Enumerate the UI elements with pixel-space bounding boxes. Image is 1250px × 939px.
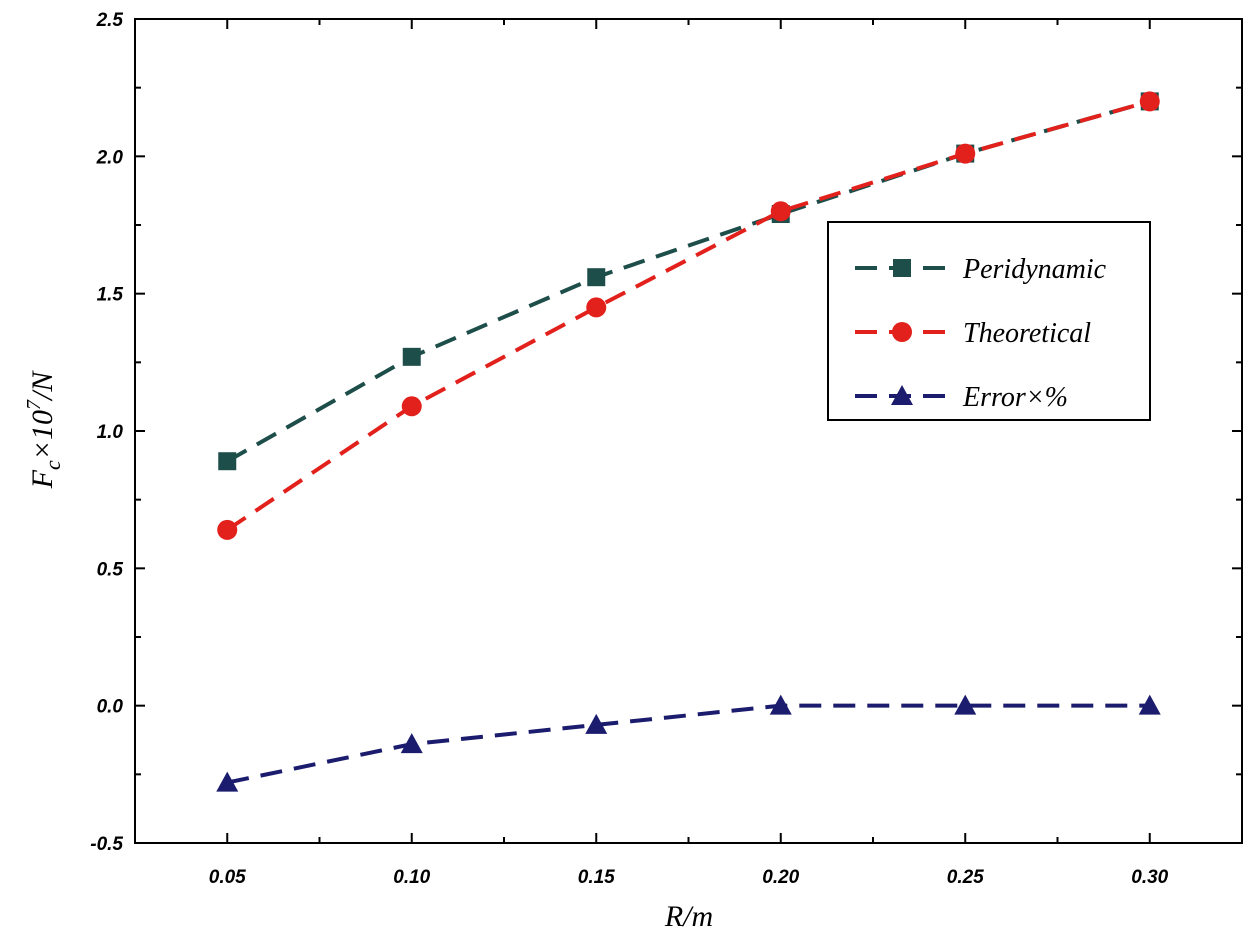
y-axis-title-unit: /N	[26, 370, 59, 402]
data-point	[217, 519, 238, 540]
y-axis-title-rest: ×10	[26, 410, 59, 460]
y-axis-title: Fc×107/N	[23, 370, 65, 490]
plot-frame	[134, 18, 1243, 844]
x-axis-title: R/m	[664, 900, 713, 933]
legend-marker	[891, 385, 913, 405]
y-tick-label: 0.5	[97, 559, 124, 580]
legend-item: Theoretical	[855, 318, 1091, 349]
legend-label: Peridynamic	[962, 254, 1107, 285]
legend-box	[827, 221, 1151, 421]
y-tick-label: 2.0	[96, 147, 124, 168]
data-point	[400, 733, 423, 754]
data-point	[586, 297, 607, 318]
y-tick-label: -0.5	[90, 834, 123, 855]
data-point	[1139, 91, 1160, 112]
series-error	[216, 694, 1161, 792]
legend-label: Theoretical	[963, 318, 1091, 349]
data-point	[401, 396, 422, 417]
x-tick-label: 0.25	[947, 867, 984, 888]
legend-item: Error×%	[855, 382, 1068, 413]
data-point	[955, 143, 976, 164]
data-point	[954, 694, 977, 715]
series-group	[216, 91, 1161, 792]
data-point	[587, 268, 606, 287]
y-axis-title-main: F	[26, 469, 59, 489]
legend-marker	[893, 259, 911, 277]
series-theoretical	[217, 91, 1160, 540]
data-point	[218, 452, 237, 471]
y-axis-title-sup: 7	[23, 399, 45, 410]
y-axis-title-sub: c	[40, 460, 65, 470]
series-line	[226, 703, 1150, 785]
x-tick-label: 0.20	[762, 867, 799, 888]
y-tick-label: 1.5	[97, 285, 124, 306]
series-line	[226, 99, 1151, 532]
data-point	[585, 713, 608, 734]
x-tick-label: 0.30	[1131, 867, 1168, 888]
y-tick-label: 2.5	[96, 10, 124, 31]
data-point	[769, 694, 792, 715]
legend: Peridynamic Theoretical Error×%	[827, 221, 1151, 421]
y-tick-label: 0.0	[97, 697, 124, 718]
x-tick-label: 0.05	[209, 867, 246, 888]
data-point	[1138, 694, 1161, 715]
y-tick-label: 1.0	[97, 422, 124, 443]
x-tick-label: 0.10	[393, 867, 430, 888]
x-tick-label: 0.15	[578, 867, 615, 888]
data-point	[770, 201, 791, 222]
data-point	[216, 771, 239, 792]
legend-marker	[892, 322, 912, 342]
legend-item: Peridynamic	[855, 254, 1107, 285]
axes: -0.5 0.0 0.5 1.0 1.5 2.0 2.5 0.05 0.10 0.15 0.20 0.…	[90, 10, 1243, 888]
legend-label: Error×%	[962, 382, 1068, 413]
data-point	[402, 347, 421, 366]
